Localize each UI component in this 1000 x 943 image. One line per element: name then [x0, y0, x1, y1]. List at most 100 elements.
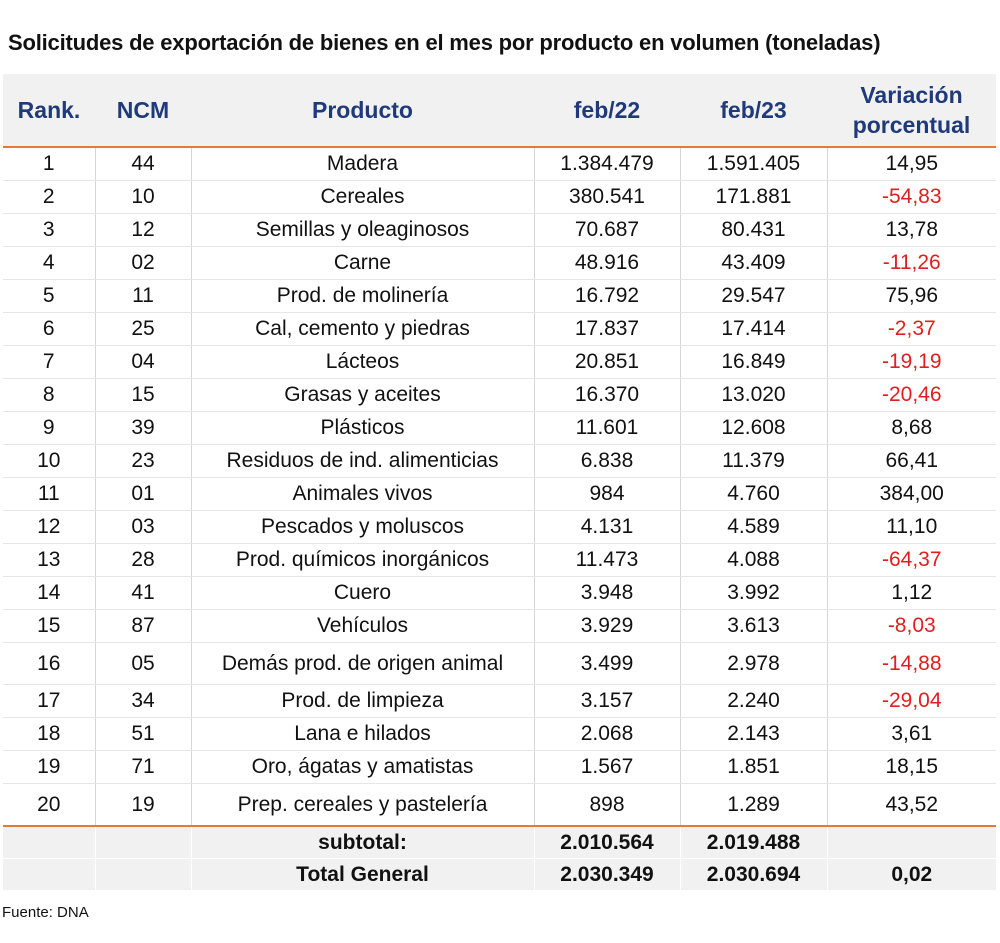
subtotal-feb22: 2.010.564: [533, 825, 680, 859]
ncm-cell: 10: [94, 180, 191, 214]
rank-cell: 13: [3, 543, 95, 577]
table-row: 16 05 Demás prod. de origen animal 3.499 2.9…: [3, 642, 996, 685]
feb23-cell: 4.589: [679, 510, 827, 544]
product-cell: Cuero: [190, 576, 534, 610]
subtotal-variation: [826, 825, 996, 859]
table-row: 19 71 Oro, ágatas y amatistas 1.567 1.851 18,…: [3, 750, 996, 784]
total-rank-cell: [3, 858, 95, 890]
variation-cell: -11,26: [826, 246, 996, 280]
rank-cell: 4: [3, 246, 95, 280]
rank-cell: 1: [3, 147, 95, 181]
feb23-cell: 12.608: [679, 411, 827, 445]
ncm-cell: 04: [94, 345, 191, 379]
feb22-cell: 1.567: [533, 750, 680, 784]
subtotal-label: subtotal:: [190, 825, 534, 859]
rank-cell: 20: [3, 783, 95, 827]
product-cell: Prod. químicos inorgánicos: [190, 543, 534, 577]
feb23-cell: 171.881: [679, 180, 827, 214]
rank-cell: 10: [3, 444, 95, 478]
feb23-cell: 80.431: [679, 213, 827, 247]
product-cell: Cereales: [190, 180, 534, 214]
table-row: 17 34 Prod. de limpieza 3.157 2.240 -29,04: [3, 684, 996, 718]
table-footer: subtotal: 2.010.564 2.019.488 Total Gene…: [3, 825, 996, 890]
rank-cell: 17: [3, 684, 95, 718]
ncm-cell: 28: [94, 543, 191, 577]
rank-cell: 14: [3, 576, 95, 610]
feb23-cell: 3.613: [679, 609, 827, 643]
product-cell: Cal, cemento y piedras: [190, 312, 534, 346]
product-cell: Pescados y moluscos: [190, 510, 534, 544]
feb23-cell: 2.143: [679, 717, 827, 751]
total-ncm-cell: [94, 858, 191, 890]
feb22-cell: 4.131: [533, 510, 680, 544]
table-row: 12 03 Pescados y moluscos 4.131 4.589 11,10: [3, 510, 996, 544]
table-row: 5 11 Prod. de molinería 16.792 29.547 75,96: [3, 279, 996, 313]
rank-cell: 18: [3, 717, 95, 751]
subtotal-ncm-cell: [94, 825, 191, 859]
product-cell: Grasas y aceites: [190, 378, 534, 412]
feb23-cell: 17.414: [679, 312, 827, 346]
ncm-cell: 11: [94, 279, 191, 313]
table-title: Solicitudes de exportación de bienes en …: [8, 30, 881, 55]
feb22-cell: 3.499: [533, 642, 680, 685]
product-cell: Plásticos: [190, 411, 534, 445]
ncm-cell: 87: [94, 609, 191, 643]
total-feb23: 2.030.694: [679, 858, 827, 890]
product-cell: Prep. cereales y pastelería: [190, 783, 534, 827]
feb22-cell: 984: [533, 477, 680, 511]
subtotal-row: subtotal: 2.010.564 2.019.488: [3, 825, 996, 859]
table-row: 1 44 Madera 1.384.479 1.591.405 14,95: [3, 147, 996, 181]
variation-cell: -20,46: [826, 378, 996, 412]
product-cell: Animales vivos: [190, 477, 534, 511]
header-row: Rank. NCM Producto feb/22 feb/23 Variaci…: [3, 74, 996, 148]
feb23-cell: 29.547: [679, 279, 827, 313]
ncm-cell: 25: [94, 312, 191, 346]
ncm-cell: 34: [94, 684, 191, 718]
feb22-cell: 48.916: [533, 246, 680, 280]
feb23-cell: 4.760: [679, 477, 827, 511]
table-row: 20 19 Prep. cereales y pastelería 898 1.289 4…: [3, 783, 996, 827]
header-rank: Rank.: [3, 74, 95, 148]
rank-cell: 16: [3, 642, 95, 685]
variation-cell: -64,37: [826, 543, 996, 577]
header-product: Producto: [191, 74, 534, 148]
table-row: 14 41 Cuero 3.948 3.992 1,12: [3, 576, 996, 610]
variation-cell: 1,12: [826, 576, 996, 610]
ncm-cell: 15: [94, 378, 191, 412]
variation-cell: -54,83: [826, 180, 996, 214]
feb23-cell: 1.289: [679, 783, 827, 827]
table-row: 6 25 Cal, cemento y piedras 17.837 17.414 -2,…: [3, 312, 996, 346]
variation-cell: 66,41: [826, 444, 996, 478]
rank-cell: 2: [3, 180, 95, 214]
header-feb23: feb/23: [680, 74, 827, 148]
ncm-cell: 23: [94, 444, 191, 478]
variation-cell: -29,04: [826, 684, 996, 718]
feb22-cell: 20.851: [533, 345, 680, 379]
ncm-cell: 44: [94, 147, 191, 181]
feb23-cell: 3.992: [679, 576, 827, 610]
total-label: Total General: [190, 858, 534, 890]
variation-cell: 11,10: [826, 510, 996, 544]
ncm-cell: 03: [94, 510, 191, 544]
ncm-cell: 39: [94, 411, 191, 445]
feb22-cell: 11.601: [533, 411, 680, 445]
feb23-cell: 4.088: [679, 543, 827, 577]
feb23-cell: 11.379: [679, 444, 827, 478]
product-cell: Lácteos: [190, 345, 534, 379]
ncm-cell: 19: [94, 783, 191, 827]
feb23-cell: 2.978: [679, 642, 827, 685]
header-feb22: feb/22: [534, 74, 680, 148]
rank-cell: 19: [3, 750, 95, 784]
product-cell: Madera: [190, 147, 534, 181]
ncm-cell: 02: [94, 246, 191, 280]
export-table-container: Rank. NCM Producto feb/22 feb/23 Variaci…: [3, 74, 996, 890]
rank-cell: 3: [3, 213, 95, 247]
variation-cell: -8,03: [826, 609, 996, 643]
feb23-cell: 1.851: [679, 750, 827, 784]
feb22-cell: 70.687: [533, 213, 680, 247]
product-cell: Vehículos: [190, 609, 534, 643]
variation-cell: 14,95: [826, 147, 996, 181]
feb22-cell: 1.384.479: [533, 147, 680, 181]
product-cell: Semillas y oleaginosos: [190, 213, 534, 247]
feb22-cell: 380.541: [533, 180, 680, 214]
